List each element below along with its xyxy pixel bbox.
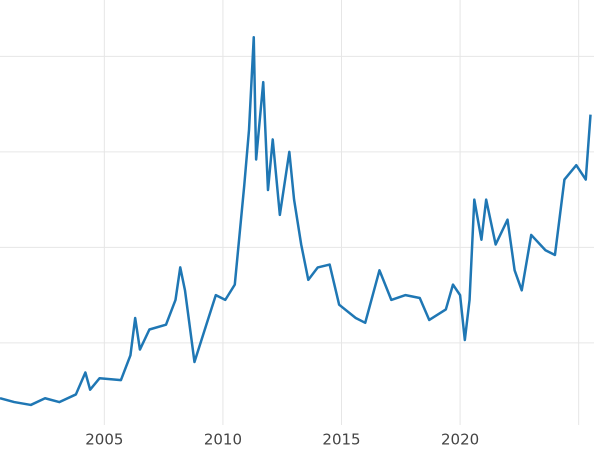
x-tick-label: 2020 xyxy=(441,431,479,449)
x-tick-label: 2015 xyxy=(322,431,360,449)
price-line xyxy=(0,35,592,407)
x-tick-label: 2005 xyxy=(85,431,123,449)
x-tick-label: 2010 xyxy=(204,431,242,449)
